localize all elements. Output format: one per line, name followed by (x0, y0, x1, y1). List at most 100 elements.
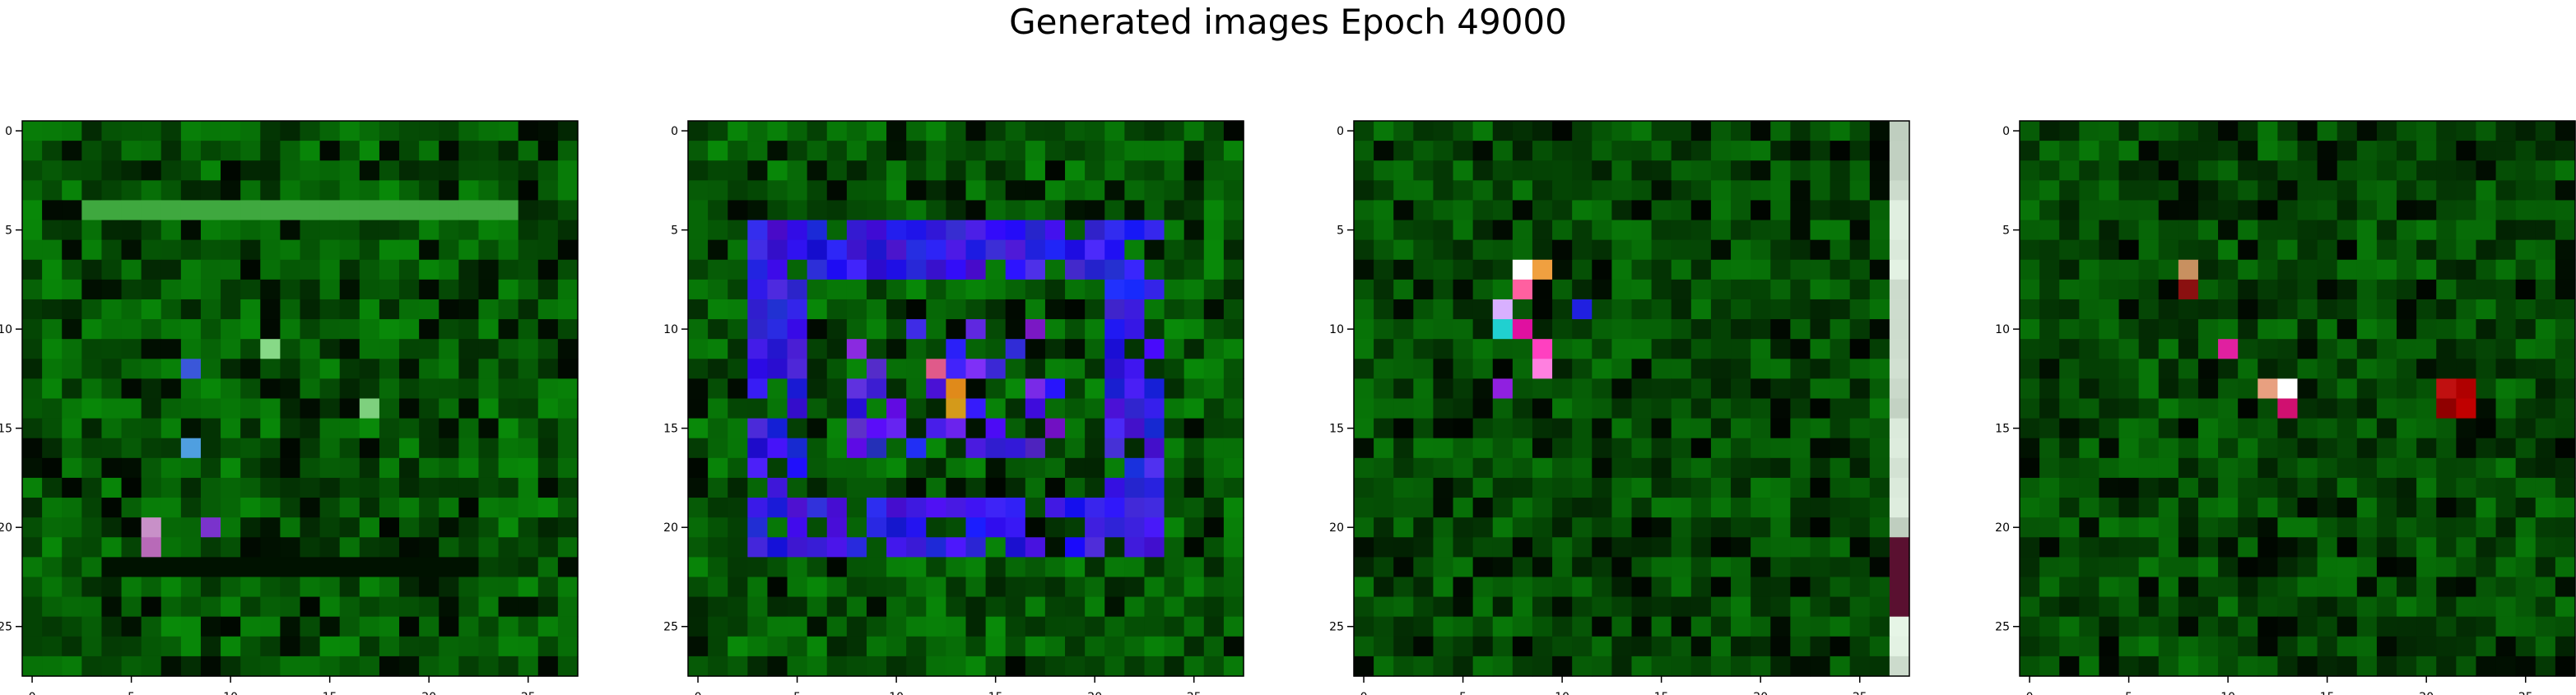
pixel-cell (2020, 636, 2040, 657)
pixel-cell (1223, 537, 1244, 558)
pixel-cell (200, 577, 221, 598)
pixel-cell (985, 537, 1007, 558)
pixel-cell (1869, 398, 1890, 419)
pixel-cell (458, 438, 480, 459)
pixel-cell (1085, 359, 1105, 379)
pixel-cell (846, 339, 867, 359)
pixel-cell (2317, 557, 2338, 578)
x-tick-label: 15 (988, 691, 1003, 695)
pixel-cell (1611, 596, 1633, 618)
pixel-cell (2197, 259, 2219, 280)
pixel-cell (886, 517, 907, 538)
pixel-cell (2397, 636, 2417, 657)
pixel-cell (81, 577, 103, 598)
pixel-cell (478, 577, 500, 598)
pixel-cell (1393, 121, 1414, 141)
pixel-cell (906, 596, 927, 618)
pixel-cell (518, 121, 539, 141)
pixel-cell (2495, 239, 2517, 261)
pixel-cell (1810, 239, 1831, 261)
pixel-cell (1492, 259, 1514, 280)
pixel-cell (1592, 359, 1612, 379)
pixel-cell (2555, 200, 2576, 221)
pixel-cell (2456, 418, 2477, 439)
pixel-cell (2178, 299, 2199, 320)
pixel-cell (2178, 200, 2199, 221)
pixel-cell (1374, 359, 1394, 379)
pixel-cell (160, 557, 182, 578)
pixel-cell (708, 498, 728, 518)
pixel-cell (1025, 299, 1046, 320)
pixel-cell (1690, 121, 1712, 141)
pixel-cell (1393, 418, 1414, 439)
x-tick-label: 0 (2026, 691, 2034, 695)
pixel-cell (2535, 180, 2556, 202)
pixel-cell (965, 279, 987, 300)
pixel-cell (419, 200, 439, 221)
pixel-cell (1751, 537, 1771, 558)
pixel-cell (42, 160, 63, 181)
pixel-cell (2555, 239, 2576, 261)
pixel-cell (1104, 596, 1125, 618)
pixel-cell (518, 259, 539, 280)
pixel-cell (121, 636, 142, 657)
pixel-cell (1203, 279, 1225, 300)
pixel-cell (42, 259, 63, 280)
pixel-cell (985, 279, 1007, 300)
pixel-cell (260, 239, 281, 261)
pixel-cell (22, 398, 43, 419)
pixel-cell (458, 121, 480, 141)
pixel-cell (478, 339, 500, 359)
pixel-cell (1374, 636, 1394, 657)
y-tick-label: 0 (2002, 125, 2010, 138)
pixel-cell (2238, 418, 2258, 439)
pixel-cell (2337, 359, 2358, 379)
pixel-cell (2039, 498, 2060, 518)
pixel-cell (42, 457, 63, 479)
pixel-cell (1810, 498, 1831, 518)
pixel-cell (101, 180, 123, 202)
pixel-cell (747, 438, 769, 459)
pixel-cell (886, 121, 907, 141)
pixel-cell (1751, 577, 1771, 598)
pixel-cell (1453, 141, 1474, 161)
pixel-cell (1849, 596, 1871, 618)
pixel-cell (240, 359, 261, 379)
pixel-cell (2337, 537, 2358, 558)
pixel-cell (240, 616, 261, 637)
pixel-cell (846, 180, 867, 202)
pixel-cell (1472, 438, 1494, 459)
pixel-cell (1005, 359, 1026, 379)
y-tick-label: 5 (1337, 225, 1344, 238)
pixel-cell (2317, 200, 2338, 221)
pixel-cell (339, 498, 360, 518)
pixel-cell (1413, 141, 1434, 161)
pixel-cell (22, 498, 43, 518)
pixel-cell (1164, 299, 1185, 320)
pixel-cell (886, 557, 907, 578)
pixel-cell (826, 596, 848, 618)
pixel-cell (1651, 200, 1672, 221)
pixel-cell (2515, 636, 2536, 657)
pixel-cell (2356, 517, 2378, 538)
pixel-cell (1183, 596, 1205, 618)
pixel-cell (280, 220, 301, 241)
pixel-cell (1849, 239, 1871, 261)
pixel-cell (1770, 141, 1791, 161)
pixel-cell (2257, 537, 2278, 558)
pixel-cell (160, 200, 182, 221)
pixel-cell (300, 220, 321, 241)
pixel-cell (2039, 398, 2060, 419)
pixel-cell (807, 457, 828, 479)
pixel-cell (2277, 180, 2299, 202)
pixel-cell (1790, 299, 1811, 320)
pixel-cell (1453, 656, 1474, 677)
pixel-cell (22, 180, 43, 202)
pixel-cell (787, 398, 808, 419)
pixel-cell (2376, 517, 2397, 538)
pixel-cell (1085, 299, 1105, 320)
pixel-cell (1611, 299, 1633, 320)
pixel-cell (688, 319, 709, 340)
